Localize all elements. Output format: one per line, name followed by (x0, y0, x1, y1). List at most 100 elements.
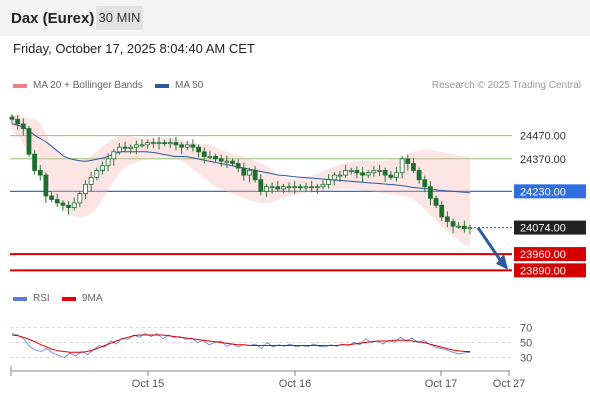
candle-body (286, 186, 292, 189)
candle-body (179, 144, 185, 148)
candle-body (405, 158, 411, 164)
candle-body (467, 227, 473, 229)
legend-ma9: 9MA (62, 293, 103, 304)
candle-body (218, 158, 224, 162)
candle-body (371, 170, 377, 174)
candle-body (258, 179, 264, 192)
candle-body (162, 142, 168, 145)
candle-body (297, 186, 303, 189)
chart-header: Dax (Eurex) 30 MIN (0, 0, 590, 36)
rsi-tick-label: 30 (520, 353, 532, 365)
candle-body (213, 156, 218, 160)
candles (9, 114, 473, 235)
candle-body (88, 176, 94, 185)
candle-body (15, 118, 21, 125)
candle-body (230, 160, 235, 164)
candle-body (26, 128, 32, 155)
candle-body (360, 172, 365, 176)
legend-ma9-label: 9MA (82, 293, 103, 304)
level-label-3: 24074.00 (520, 223, 566, 235)
candle-body (365, 172, 371, 176)
candle-body (49, 195, 54, 200)
ma9-swatch (62, 296, 76, 301)
candle-body (60, 202, 66, 206)
candle-body (309, 186, 315, 189)
level-label-5: 23890.00 (520, 265, 566, 277)
candle-body (128, 146, 134, 149)
legend-bollinger-label: MA 20 + Bollinger Bands (33, 80, 143, 91)
candle-body (94, 170, 100, 178)
candle-body (224, 160, 230, 163)
level-label-bg-3 (514, 220, 586, 235)
candle-body (167, 142, 173, 145)
candle-body (145, 142, 151, 146)
candle-body (433, 197, 439, 206)
candle-body (83, 183, 88, 195)
level-label-4: 23960.00 (520, 249, 566, 261)
candle-body (247, 170, 252, 176)
candle-body (444, 216, 450, 222)
candle-body (326, 179, 332, 185)
rsi-tick-label: 70 (520, 323, 532, 335)
candle-body (117, 146, 122, 153)
candle-body (348, 170, 354, 172)
bollinger-band (12, 114, 470, 248)
candle-body (439, 204, 445, 218)
timeframe-button[interactable]: 30 MIN (96, 6, 143, 30)
candle-body (422, 179, 428, 188)
candle-body (331, 174, 337, 181)
candle-body (77, 193, 83, 204)
candle-body (133, 144, 139, 148)
candle-body (43, 174, 49, 197)
legend-ma50: MA 50 (155, 80, 203, 91)
ma50-line (11, 123, 471, 194)
candle-body (9, 116, 15, 120)
candle-body (54, 199, 60, 204)
candle-body (190, 144, 196, 148)
x-tick-label: Oct 15 (132, 378, 164, 390)
candle-body (156, 142, 162, 144)
candle-body (32, 153, 38, 171)
ma50-swatch (155, 83, 169, 88)
candle-body (122, 146, 128, 149)
candle-body (281, 186, 286, 190)
instrument-title: Dax (Eurex) (11, 10, 95, 27)
candle-body (37, 170, 43, 176)
candle-body (241, 167, 247, 176)
x-tick-label: Oct 17 (425, 378, 457, 390)
candle-body (139, 144, 145, 147)
candle-body (201, 151, 207, 157)
candle-body (20, 123, 26, 129)
rsi-tick-label: 50 (520, 338, 532, 350)
bollinger-swatch (13, 83, 27, 88)
candle-body (269, 186, 275, 189)
candle-body (428, 186, 433, 199)
level-label-2: 24230.00 (520, 186, 566, 198)
candle-body (411, 163, 416, 171)
timestamp: Friday, October 17, 2025 8:04:40 AM CET (13, 41, 255, 56)
candle-body (382, 170, 388, 176)
x-tick-label: Oct 27 (493, 378, 525, 390)
candle-body (105, 158, 111, 167)
candle-body (388, 174, 394, 178)
rsi-swatch (13, 296, 27, 301)
candle-body (320, 183, 326, 188)
legend-rsi: RSI (13, 293, 50, 304)
rsi-ma9-line (11, 334, 470, 353)
candle-body (450, 221, 456, 227)
candle-body (416, 170, 422, 181)
legend-bollinger: MA 20 + Bollinger Bands (13, 80, 143, 91)
candle-body (252, 170, 258, 181)
candle-body (354, 170, 360, 174)
candle-body (399, 158, 405, 174)
legend-ma50-label: MA 50 (175, 80, 204, 91)
candle-body (456, 225, 462, 228)
legend-rsi-label: RSI (33, 293, 50, 304)
x-tick-label: Oct 16 (279, 378, 311, 390)
level-label-bg-5 (514, 263, 586, 278)
projection-arrow-head (496, 253, 508, 270)
candle-body (275, 186, 281, 190)
level-label-bg-4 (514, 247, 586, 262)
candle-body (303, 186, 309, 189)
